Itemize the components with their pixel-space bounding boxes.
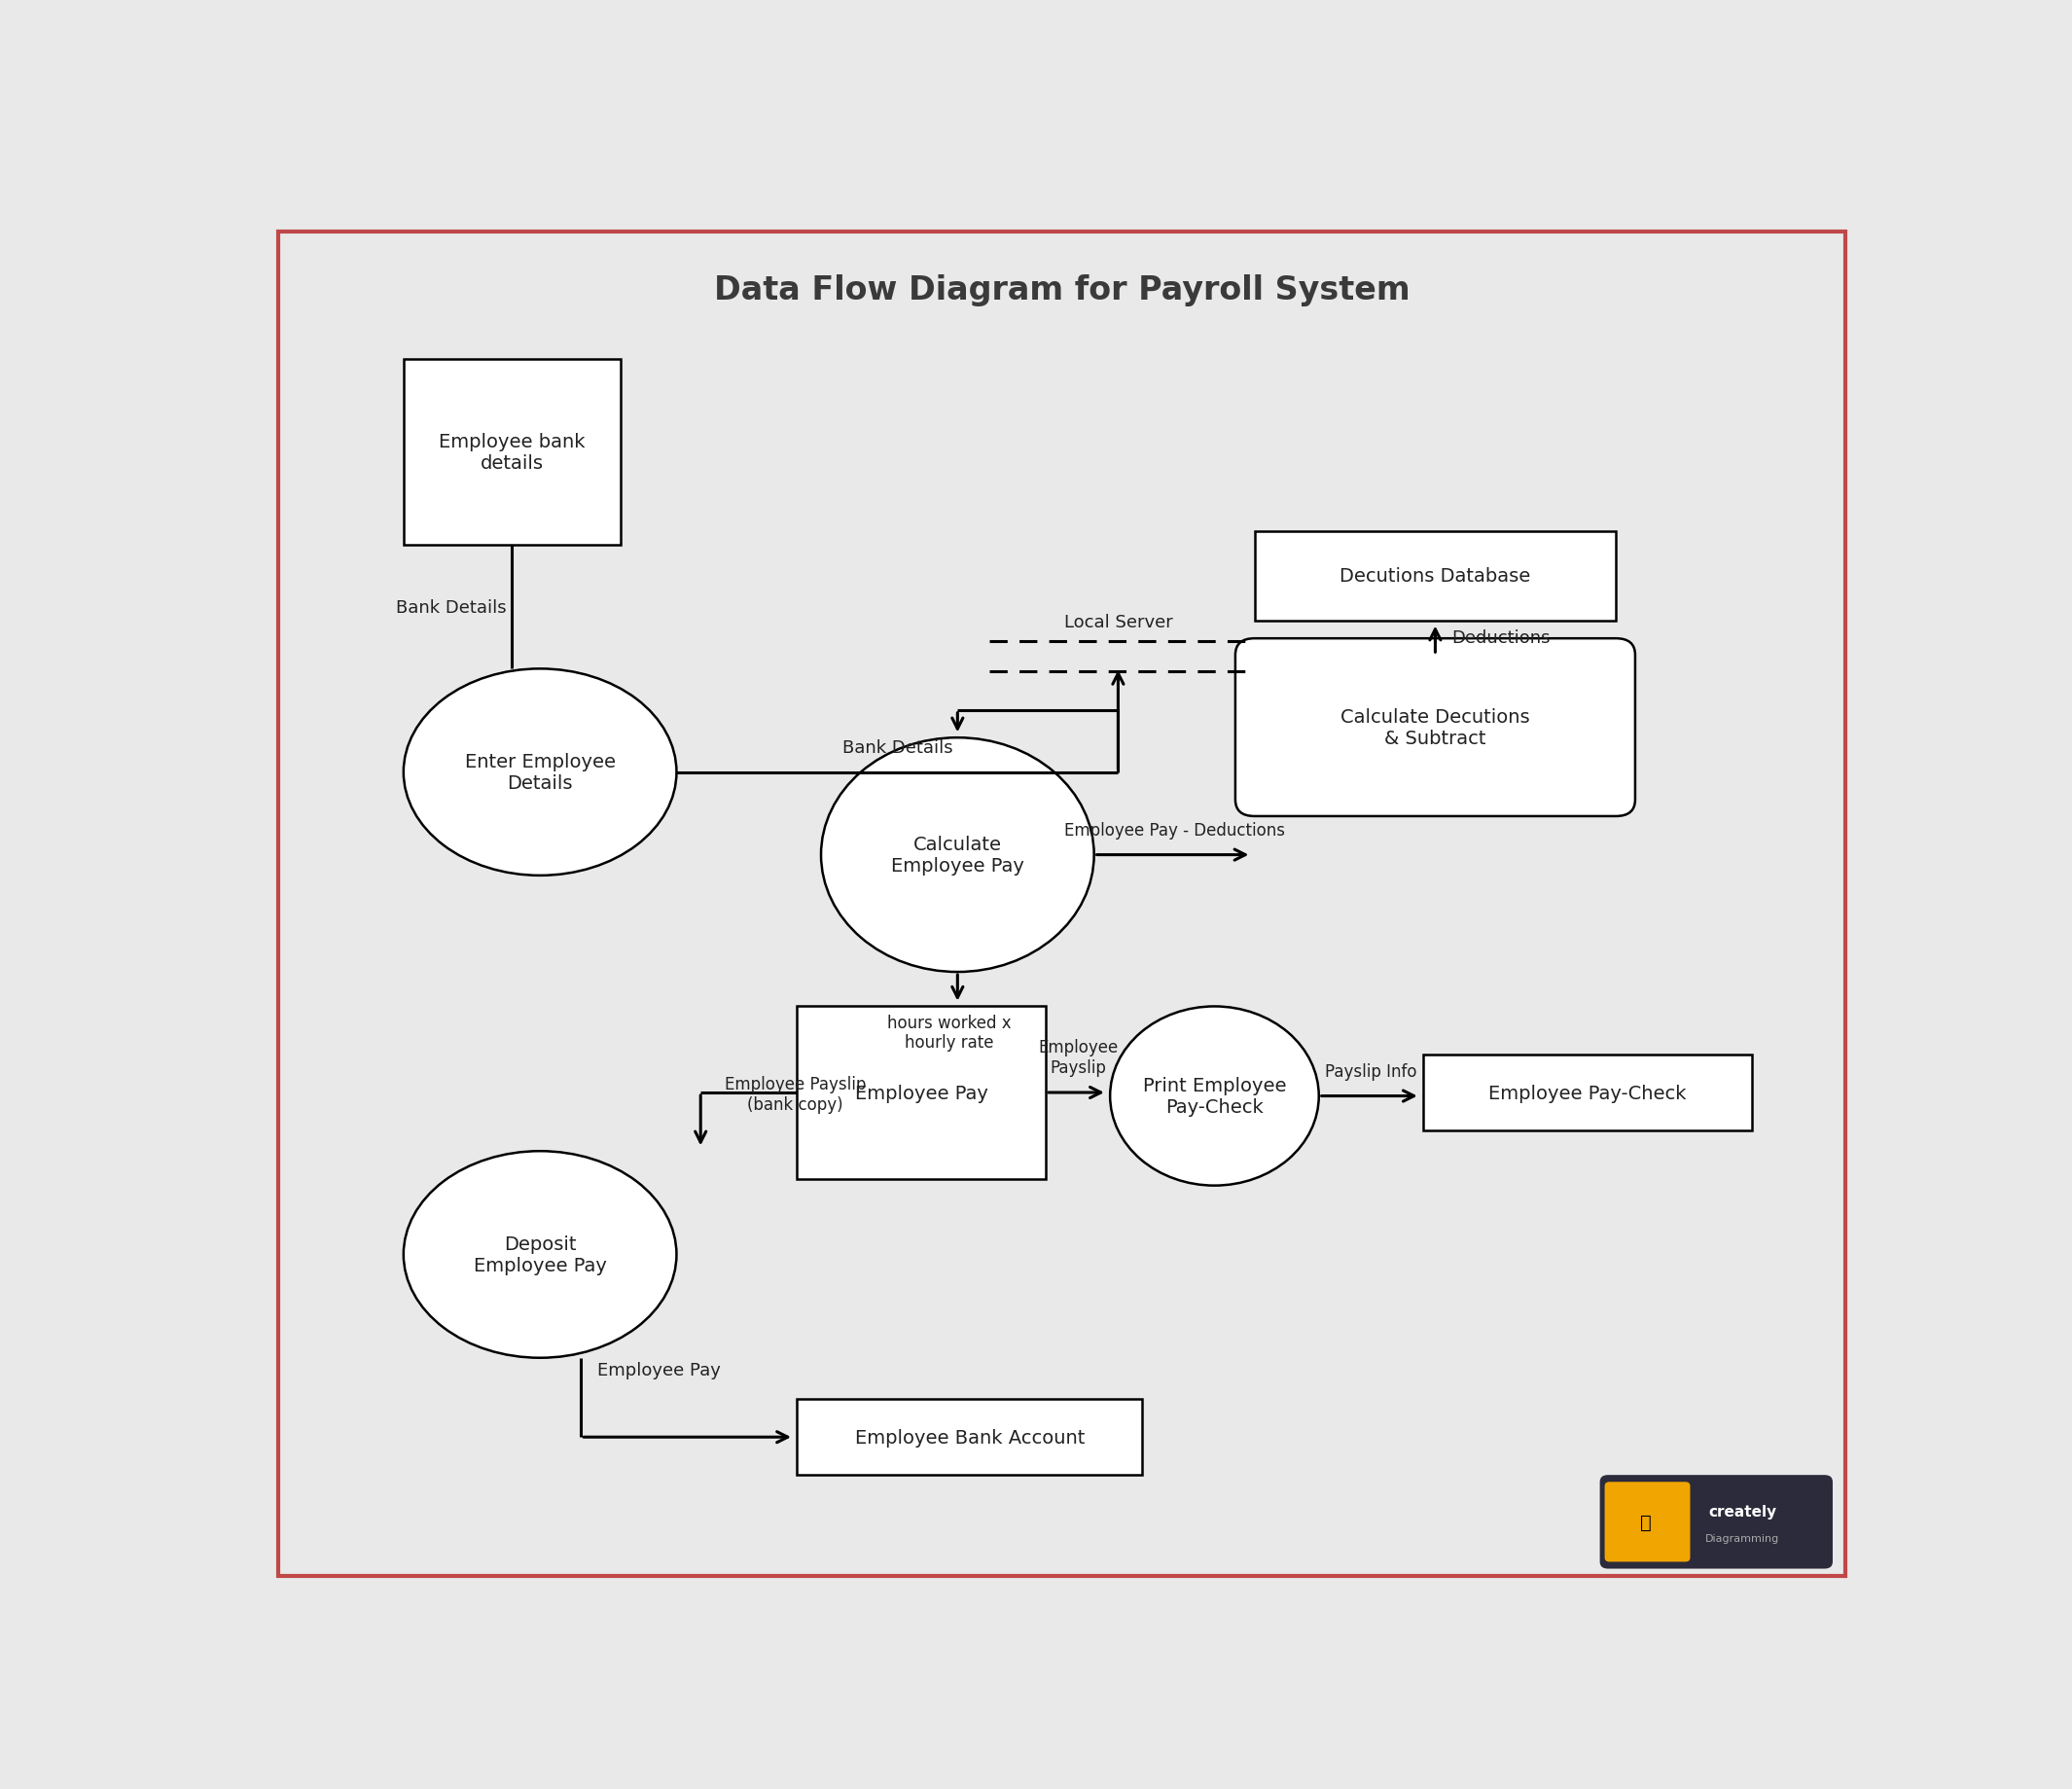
Ellipse shape [821, 739, 1094, 971]
Bar [1256, 531, 1616, 621]
Text: Employee Payslip
(bank copy): Employee Payslip (bank copy) [725, 1075, 866, 1113]
Text: Deductions: Deductions [1450, 630, 1550, 648]
FancyBboxPatch shape [1235, 639, 1635, 816]
Text: Employee Bank Account: Employee Bank Account [854, 1428, 1084, 1447]
Text: Enter Employee
Details: Enter Employee Details [464, 753, 615, 793]
Text: Data Flow Diagram for Payroll System: Data Flow Diagram for Payroll System [715, 274, 1409, 306]
Text: Employee bank
details: Employee bank details [439, 433, 584, 472]
FancyBboxPatch shape [1600, 1476, 1832, 1569]
Text: Deposit
Employee Pay: Deposit Employee Pay [472, 1234, 607, 1274]
Text: Calculate Decutions
& Subtract: Calculate Decutions & Subtract [1341, 708, 1529, 748]
Ellipse shape [1111, 1007, 1318, 1186]
Text: Employee
Payslip: Employee Payslip [1038, 1039, 1119, 1077]
Text: Calculate
Employee Pay: Calculate Employee Pay [891, 835, 1024, 875]
Text: Decutions Database: Decutions Database [1341, 567, 1531, 585]
Text: hours worked x
hourly rate: hours worked x hourly rate [887, 1014, 1011, 1052]
Text: Diagramming: Diagramming [1705, 1533, 1780, 1544]
Text: Print Employee
Pay-Check: Print Employee Pay-Check [1144, 1077, 1287, 1116]
Text: creately: creately [1707, 1503, 1776, 1519]
Text: Bank Details: Bank Details [841, 739, 953, 757]
Text: Local Server: Local Server [1063, 614, 1173, 632]
Text: Payslip Info: Payslip Info [1326, 1063, 1417, 1081]
Text: Employee Pay: Employee Pay [856, 1084, 988, 1102]
Bar [798, 1399, 1142, 1476]
FancyBboxPatch shape [1604, 1481, 1691, 1562]
Bar [1423, 1056, 1753, 1131]
Ellipse shape [404, 669, 675, 877]
Text: Employee Pay - Deductions: Employee Pay - Deductions [1063, 821, 1285, 839]
Bar [798, 1007, 1046, 1179]
Text: Employee Pay: Employee Pay [597, 1361, 721, 1379]
Ellipse shape [404, 1152, 675, 1358]
Bar [404, 360, 620, 546]
Text: Bank Details: Bank Details [396, 599, 506, 615]
Text: Employee Pay-Check: Employee Pay-Check [1490, 1084, 1687, 1102]
Text: 💡: 💡 [1641, 1513, 1651, 1531]
